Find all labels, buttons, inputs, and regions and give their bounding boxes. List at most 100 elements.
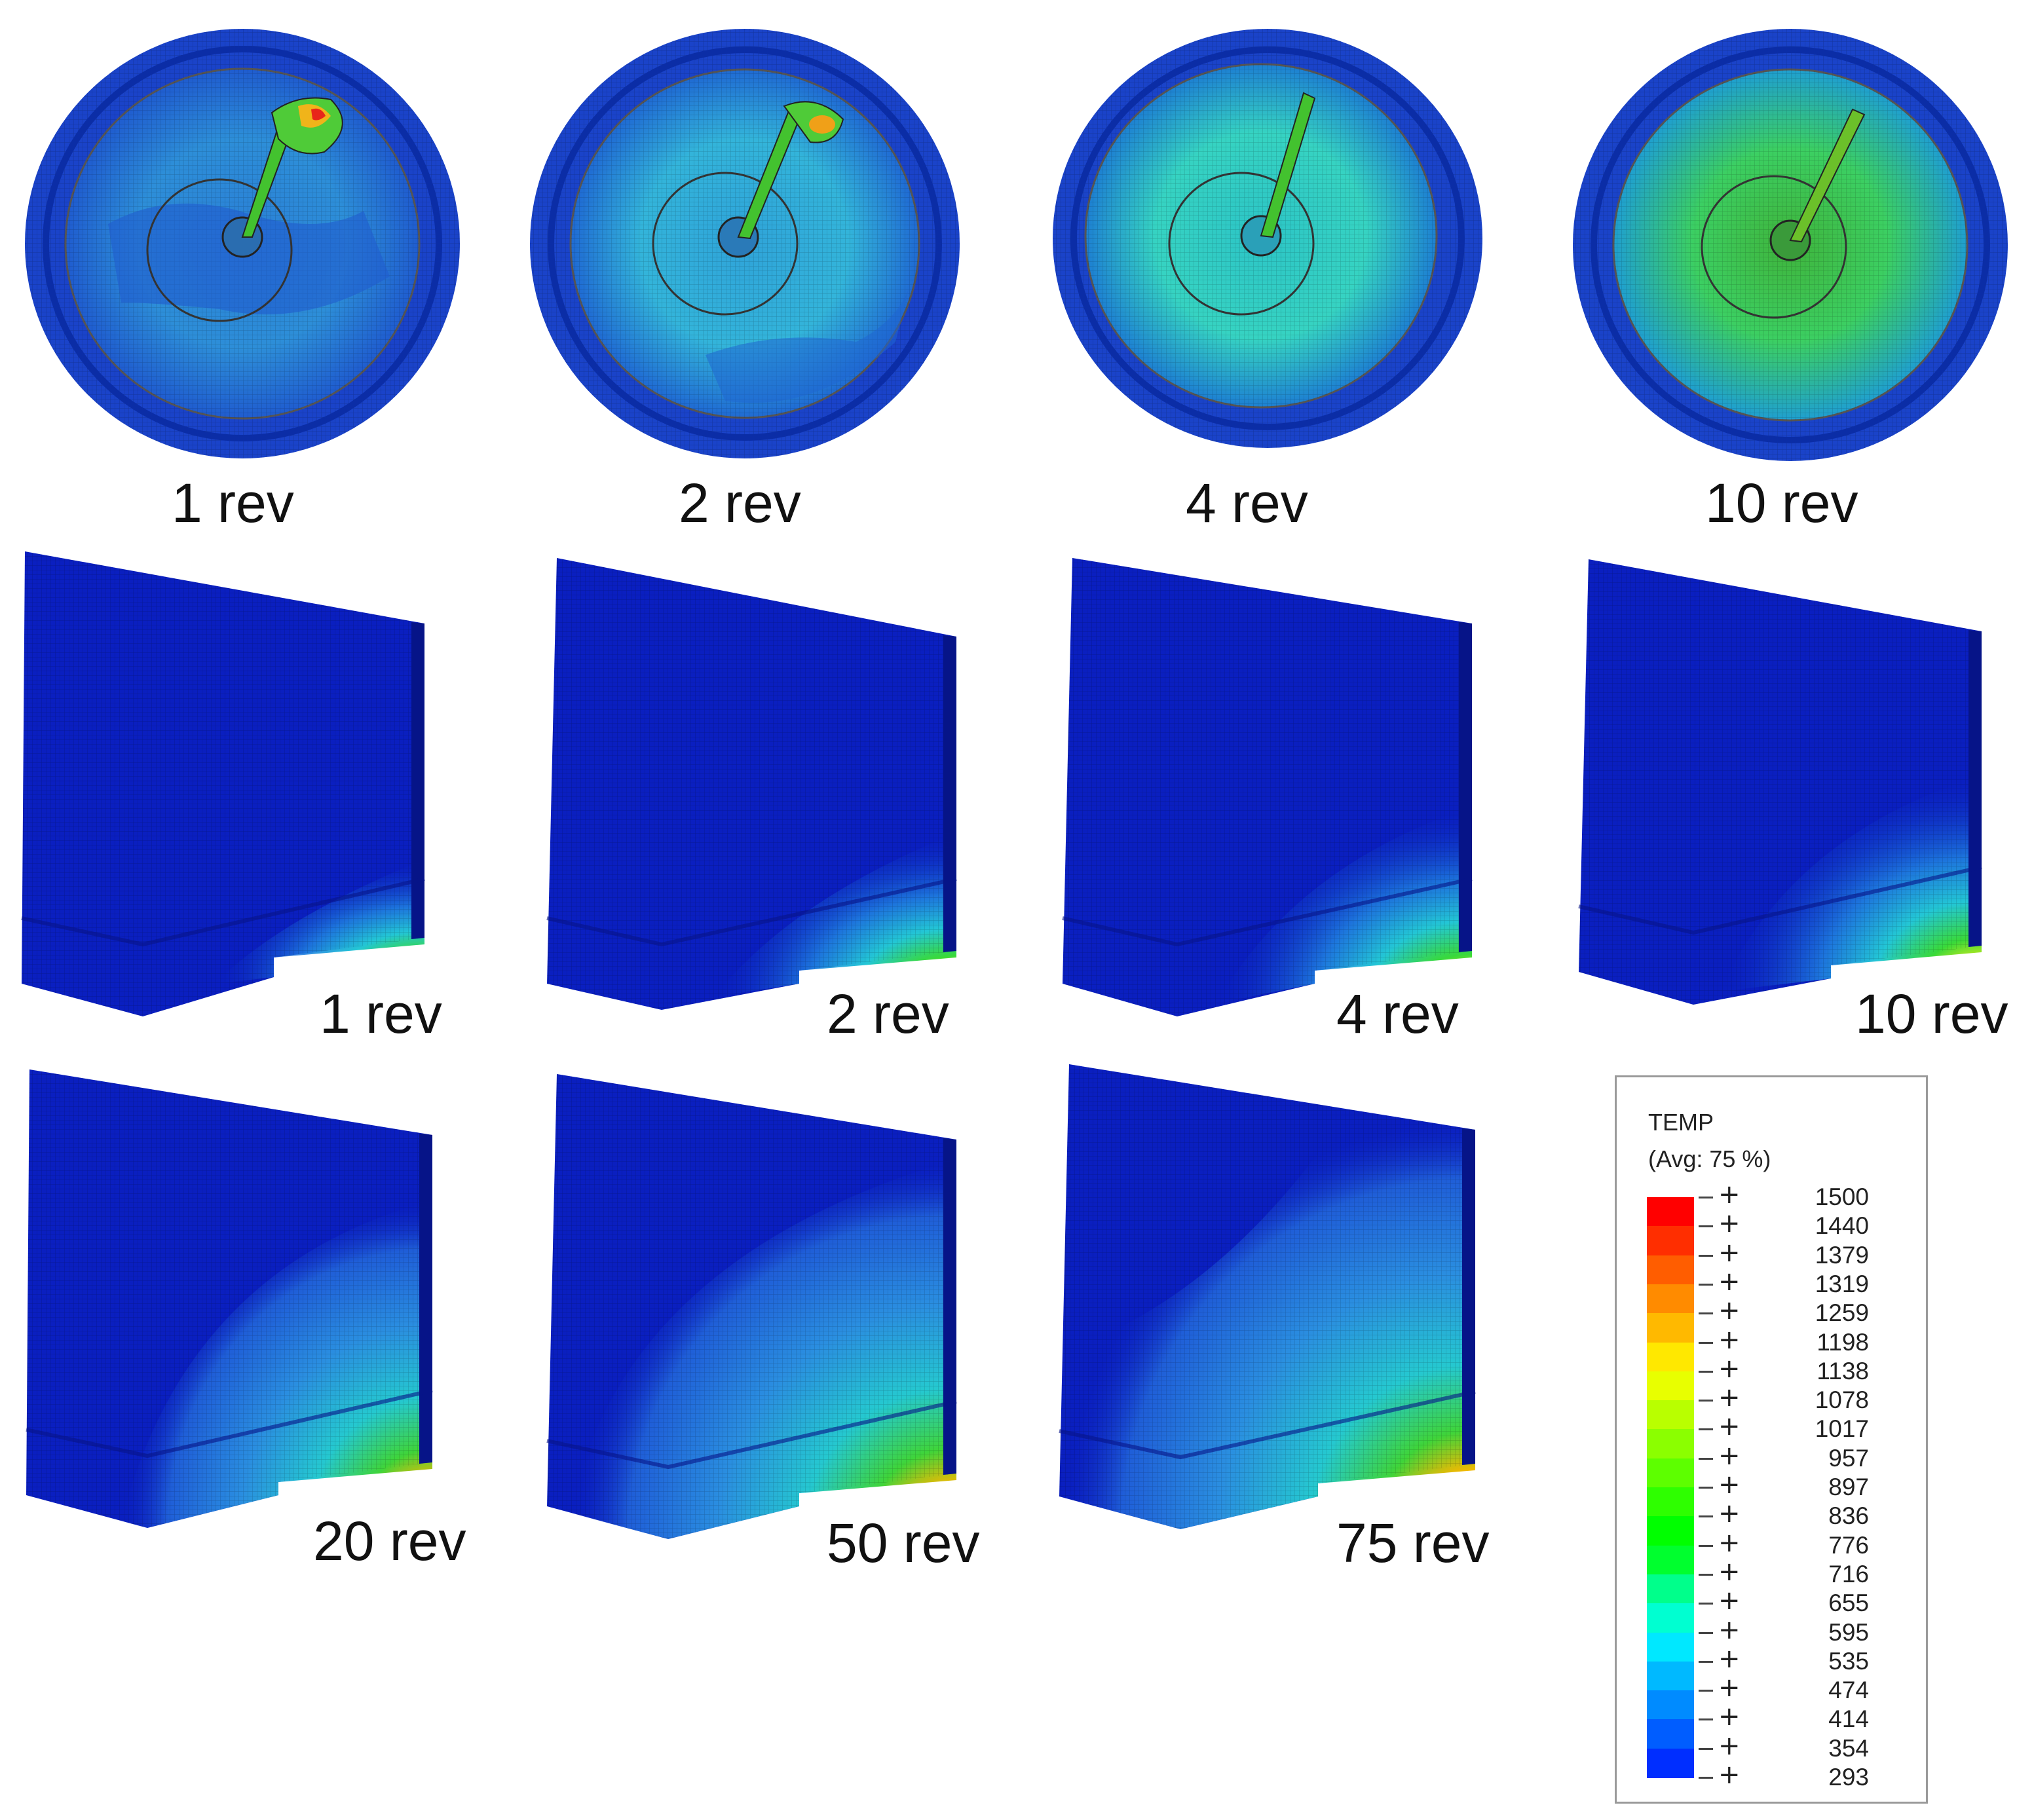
- plus-icon: +: [1718, 1353, 1741, 1384]
- legend-value: 957: [1828, 1444, 1869, 1472]
- plus-icon: +: [1718, 1760, 1741, 1790]
- section-plot-10-rev: [1578, 559, 1982, 1005]
- legend-band: [1647, 1516, 1694, 1546]
- plus-icon: +: [1718, 1266, 1741, 1297]
- legend-value: 1259: [1815, 1299, 1869, 1327]
- legend-value: 354: [1828, 1734, 1869, 1762]
- section-caption-2: 2 rev: [827, 983, 949, 1045]
- plus-icon: +: [1718, 1324, 1741, 1355]
- legend-tick: [1699, 1515, 1713, 1518]
- plus-icon: +: [1718, 1295, 1741, 1326]
- legend-band: [1647, 1661, 1694, 1692]
- section-caption-1: 1 rev: [320, 983, 442, 1045]
- plus-icon: +: [1718, 1498, 1741, 1529]
- legend-tick: [1699, 1718, 1713, 1721]
- legend-band: [1647, 1429, 1694, 1459]
- plus-icon: +: [1718, 1730, 1741, 1761]
- plus-icon: +: [1718, 1673, 1741, 1703]
- section-caption-5: 20 rev: [313, 1510, 466, 1572]
- legend-value: 1500: [1815, 1183, 1869, 1210]
- legend-tick: [1699, 1428, 1713, 1431]
- legend-tick: [1699, 1254, 1713, 1257]
- legend-value: 836: [1828, 1502, 1869, 1530]
- plus-icon: +: [1718, 1440, 1741, 1471]
- legend-value: 716: [1828, 1560, 1869, 1588]
- legend-entry: +293: [1699, 1760, 1921, 1792]
- legend-tick: [1699, 1631, 1713, 1634]
- section-caption-6: 50 rev: [827, 1512, 980, 1574]
- legend-entry: +414: [1699, 1701, 1921, 1734]
- legend-entry: +897: [1699, 1470, 1921, 1502]
- disc-plot-1-rev: [25, 29, 460, 458]
- legend-band: [1647, 1574, 1694, 1605]
- legend-value: 474: [1828, 1677, 1869, 1704]
- legend-entry: +1078: [1699, 1383, 1921, 1415]
- legend-band: [1647, 1371, 1694, 1402]
- legend-tick: [1699, 1690, 1713, 1692]
- section-plot-2-rev: [546, 558, 957, 1010]
- plus-icon: +: [1718, 1470, 1741, 1500]
- plus-icon: +: [1718, 1701, 1741, 1732]
- legend-value: 595: [1828, 1618, 1869, 1646]
- legend-tick: [1699, 1400, 1713, 1402]
- legend-entry: +776: [1699, 1527, 1921, 1560]
- disc-caption-3: 4 rev: [1186, 472, 1308, 534]
- plus-icon: +: [1718, 1383, 1741, 1413]
- disc-plot-2-rev: [530, 29, 960, 458]
- legend-tick: [1699, 1283, 1713, 1286]
- legend-value: 414: [1828, 1705, 1869, 1733]
- legend-tick: [1699, 1544, 1713, 1547]
- legend-entry: +1379: [1699, 1238, 1921, 1270]
- section-plot-75-rev: [1059, 1064, 1476, 1529]
- legend-tick: [1699, 1603, 1713, 1605]
- legend-entry: +957: [1699, 1440, 1921, 1473]
- section-plot-20-rev: [26, 1069, 433, 1528]
- section-plot-4-rev: [1062, 558, 1473, 1016]
- legend-entry: +655: [1699, 1586, 1921, 1618]
- legend-tick: [1699, 1660, 1713, 1663]
- legend-tick: [1699, 1457, 1713, 1460]
- legend-band: [1647, 1545, 1694, 1575]
- plus-icon: +: [1718, 1527, 1741, 1558]
- legend-entry: +1440: [1699, 1209, 1921, 1240]
- legend-band: [1647, 1342, 1694, 1372]
- legend-band: [1647, 1313, 1694, 1343]
- legend-band: [1647, 1400, 1694, 1430]
- legend-band: [1647, 1226, 1694, 1256]
- legend-entry: +1500: [1699, 1180, 1921, 1212]
- legend-tick: [1699, 1747, 1713, 1750]
- legend-value: 1198: [1817, 1328, 1869, 1356]
- disc-caption-1: 1 rev: [172, 472, 294, 534]
- legend-value: 1017: [1815, 1415, 1869, 1443]
- plus-icon: +: [1718, 1643, 1741, 1674]
- legend-entry: +716: [1699, 1557, 1921, 1589]
- plus-icon: +: [1718, 1614, 1741, 1645]
- disc-caption-4: 10 rev: [1705, 472, 1858, 534]
- legend-band: [1647, 1197, 1694, 1227]
- legend-tick: [1699, 1312, 1713, 1315]
- legend-value: 1078: [1815, 1386, 1869, 1414]
- legend-entry: +1319: [1699, 1266, 1921, 1299]
- section-caption-7: 75 rev: [1336, 1512, 1490, 1574]
- temperature-legend: TEMP (Avg: 75 %) +1500 +1440 +1379 +1319 +12…: [1615, 1075, 1928, 1804]
- legend-value: 535: [1828, 1647, 1869, 1675]
- legend-title: TEMP: [1648, 1109, 1714, 1136]
- section-caption-4: 10 rev: [1855, 983, 2008, 1045]
- section-plot-1-rev: [21, 551, 425, 1016]
- legend-value: 655: [1828, 1589, 1869, 1617]
- legend-band: [1647, 1748, 1694, 1778]
- legend-value: 776: [1828, 1531, 1869, 1559]
- legend-subtitle: (Avg: 75 %): [1648, 1145, 1771, 1172]
- section-plot-50-rev: [546, 1074, 957, 1539]
- legend-band: [1647, 1603, 1694, 1633]
- legend-value: 293: [1828, 1764, 1869, 1791]
- legend-value: 1138: [1817, 1357, 1869, 1384]
- legend-entry: +1017: [1699, 1412, 1921, 1443]
- legend-value: 1319: [1815, 1270, 1869, 1297]
- plus-icon: +: [1718, 1586, 1741, 1616]
- legend-band: [1647, 1487, 1694, 1517]
- legend-band: [1647, 1255, 1694, 1285]
- legend-entry: +595: [1699, 1614, 1921, 1647]
- disc-plot-4-rev: [1053, 29, 1482, 448]
- legend-tick: [1699, 1777, 1713, 1779]
